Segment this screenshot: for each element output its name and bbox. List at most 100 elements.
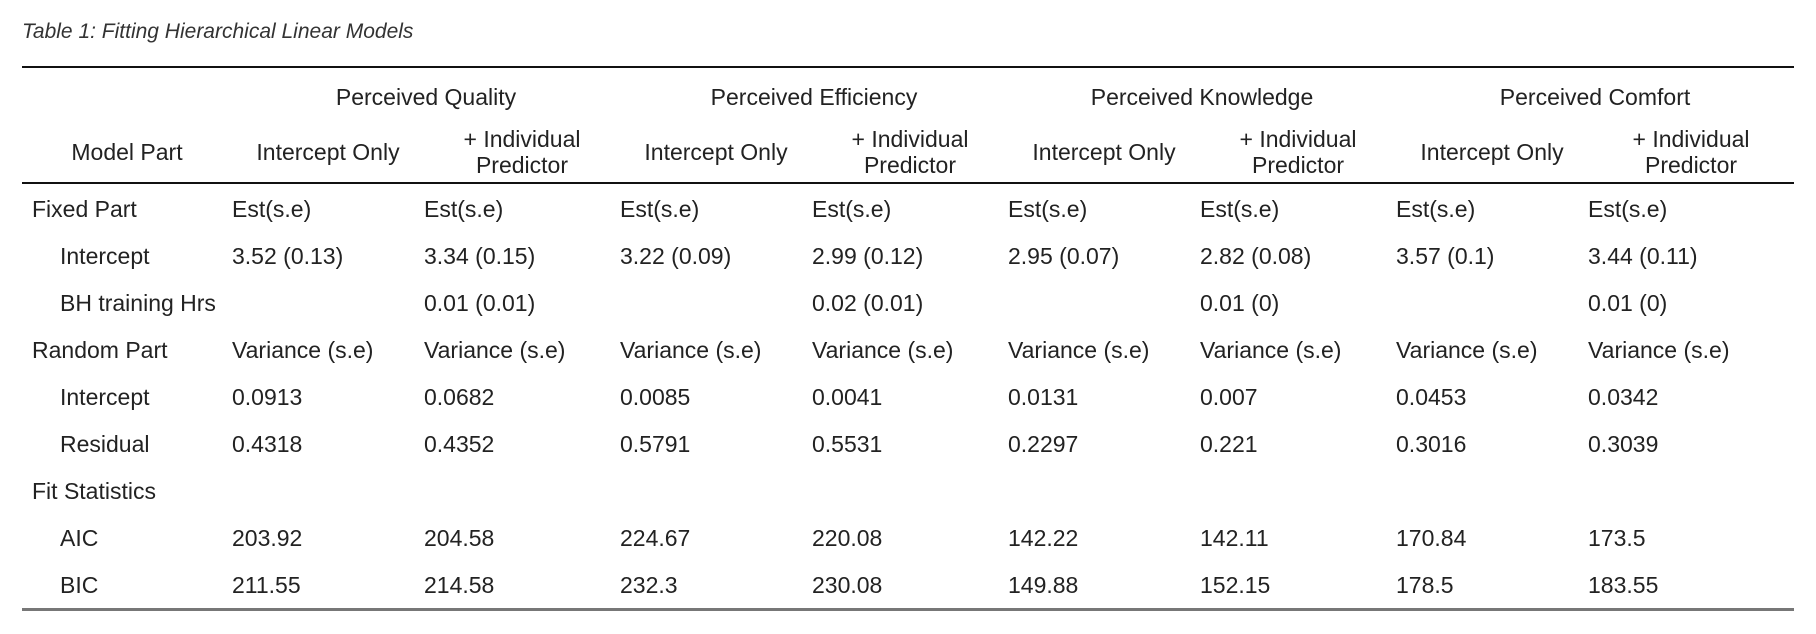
table-caption: Table 1: Fitting Hierarchical Linear Mod… bbox=[22, 20, 414, 43]
table-cell: 0.5531 bbox=[812, 431, 883, 457]
column-header-individual-predictor: + Individual Predictor bbox=[1200, 122, 1397, 184]
table-cell: 214.58 bbox=[424, 562, 620, 611]
group-header-comfort: Perceived Comfort bbox=[1396, 66, 1795, 122]
table-cell: Variance (s.e) bbox=[1588, 337, 1730, 363]
row-label: Intercept bbox=[60, 384, 150, 410]
table-cell: 0.007 bbox=[1200, 384, 1258, 410]
table-cell bbox=[1396, 280, 1588, 327]
table-cell: 224.67 bbox=[620, 525, 691, 551]
table-cell: 0.01 (0) bbox=[1200, 290, 1280, 316]
column-header-row: Model Part Intercept Only + Individual P… bbox=[22, 122, 1795, 184]
column-header-individual-predictor: + Individual Predictor bbox=[812, 122, 1008, 184]
table-cell bbox=[1396, 468, 1588, 515]
table-cell bbox=[620, 468, 812, 515]
table-cell: Variance (s.e) bbox=[812, 337, 954, 363]
table-cell bbox=[1008, 468, 1200, 515]
table-cell: 0.221 bbox=[1200, 431, 1258, 457]
header-blank-cell bbox=[22, 66, 232, 122]
table-cell: 230.08 bbox=[812, 562, 1008, 611]
table-cell bbox=[812, 468, 1008, 515]
table-cell: 2.99 (0.12) bbox=[812, 243, 924, 269]
table-row: Fit Statistics bbox=[22, 468, 1794, 515]
table-cell: 0.0131 bbox=[1008, 384, 1079, 410]
column-header-intercept-only: Intercept Only bbox=[232, 122, 424, 184]
hlm-results-table: Perceived Quality Perceived Efficiency P… bbox=[22, 66, 1795, 611]
table-cell: Est(s.e) bbox=[424, 196, 504, 222]
table-cell: 203.92 bbox=[232, 525, 303, 551]
table-cell: Est(s.e) bbox=[1396, 196, 1476, 222]
column-header-model-part: Model Part bbox=[22, 122, 232, 184]
table-cell: 0.3039 bbox=[1588, 431, 1659, 457]
table-cell: 0.4352 bbox=[424, 431, 495, 457]
group-header-quality: Perceived Quality bbox=[232, 66, 620, 122]
column-header-intercept-only: Intercept Only bbox=[620, 122, 812, 184]
table-cell: Variance (s.e) bbox=[1396, 337, 1538, 363]
table-row: BH training Hrs 0.01 (0.01) 0.02 (0.01) 0.0… bbox=[22, 280, 1794, 327]
table-cell: 0.5791 bbox=[620, 431, 691, 457]
table-cell: Est(s.e) bbox=[812, 196, 892, 222]
group-header-knowledge: Perceived Knowledge bbox=[1008, 66, 1397, 122]
section-label: Fixed Part bbox=[32, 196, 137, 222]
table-cell: 183.55 bbox=[1588, 562, 1795, 611]
table-cell: 0.0453 bbox=[1396, 384, 1467, 410]
column-header-intercept-only: Intercept Only bbox=[1396, 122, 1589, 184]
table-cell: 149.88 bbox=[1008, 562, 1200, 611]
section-label: Fit Statistics bbox=[32, 478, 156, 504]
table-cell: 211.55 bbox=[232, 562, 424, 611]
table-cell: Est(s.e) bbox=[1008, 196, 1088, 222]
table-cell: 0.0342 bbox=[1588, 384, 1659, 410]
table-cell: 152.15 bbox=[1200, 562, 1397, 611]
table-cell bbox=[620, 280, 812, 327]
table-cell: Variance (s.e) bbox=[1008, 337, 1150, 363]
table-cell: Variance (s.e) bbox=[424, 337, 566, 363]
row-label: Intercept bbox=[60, 243, 150, 269]
table-row: Residual 0.4318 0.4352 0.5791 0.5531 0.2297 0.… bbox=[22, 421, 1794, 468]
table-cell: 0.0085 bbox=[620, 384, 691, 410]
table-cell: 232.3 bbox=[620, 562, 812, 611]
table-cell bbox=[1200, 468, 1396, 515]
column-header-individual-predictor: + Individual Predictor bbox=[424, 122, 620, 184]
table-cell: 173.5 bbox=[1588, 525, 1646, 551]
table-cell: 0.01 (0) bbox=[1588, 290, 1668, 316]
table-cell bbox=[232, 468, 424, 515]
table-cell: 3.44 (0.11) bbox=[1588, 243, 1698, 269]
table-cell: 0.0682 bbox=[424, 384, 495, 410]
table-cell: Est(s.e) bbox=[1200, 196, 1280, 222]
table-row: Intercept 3.52 (0.13) 3.34 (0.15) 3.22 (0.0… bbox=[22, 233, 1794, 280]
table-cell: 170.84 bbox=[1396, 525, 1467, 551]
table-cell: 3.22 (0.09) bbox=[620, 243, 732, 269]
table-cell bbox=[424, 468, 620, 515]
table-body: Fixed Part Est(s.e) Est(s.e) Est(s.e) Est(s.… bbox=[22, 183, 1795, 611]
table-row: Random Part Variance (s.e) Variance (s.e) V… bbox=[22, 327, 1794, 374]
table-cell: 0.4318 bbox=[232, 431, 303, 457]
table-cell: Est(s.e) bbox=[1588, 196, 1668, 222]
column-header-individual-predictor: + Individual Predictor bbox=[1588, 122, 1795, 184]
table-cell: 220.08 bbox=[812, 525, 883, 551]
row-label: AIC bbox=[60, 525, 99, 551]
table-cell: 0.0041 bbox=[812, 384, 883, 410]
table-row: Intercept 0.0913 0.0682 0.0085 0.0041 0.0131 0… bbox=[22, 374, 1794, 421]
table-cell: 142.11 bbox=[1200, 525, 1269, 551]
table-cell bbox=[232, 280, 424, 327]
table-row: AIC 203.92 204.58 224.67 220.08 142.22 142.11 1… bbox=[22, 515, 1794, 562]
group-header-efficiency: Perceived Efficiency bbox=[620, 66, 1008, 122]
table-row: Fixed Part Est(s.e) Est(s.e) Est(s.e) Est(s.… bbox=[22, 183, 1794, 233]
table-cell: Variance (s.e) bbox=[232, 337, 374, 363]
table-cell: 3.34 (0.15) bbox=[424, 243, 536, 269]
table-cell: 204.58 bbox=[424, 525, 495, 551]
section-label: Random Part bbox=[32, 337, 168, 363]
table-cell: 0.3016 bbox=[1396, 431, 1467, 457]
table-cell: 142.22 bbox=[1008, 525, 1079, 551]
table-cell bbox=[1008, 280, 1200, 327]
table-cell: 2.95 (0.07) bbox=[1008, 243, 1120, 269]
row-label: Residual bbox=[60, 431, 150, 457]
table-cell: Est(s.e) bbox=[620, 196, 700, 222]
table-cell: Variance (s.e) bbox=[1200, 337, 1342, 363]
table-cell: 0.0913 bbox=[232, 384, 303, 410]
table-cell: 3.57 (0.1) bbox=[1396, 243, 1495, 269]
table-cell bbox=[1588, 468, 1794, 515]
column-header-intercept-only: Intercept Only bbox=[1008, 122, 1200, 184]
table-cell: 0.2297 bbox=[1008, 431, 1079, 457]
table-cell: 0.02 (0.01) bbox=[812, 290, 924, 316]
row-label: BH training Hrs bbox=[60, 290, 216, 316]
